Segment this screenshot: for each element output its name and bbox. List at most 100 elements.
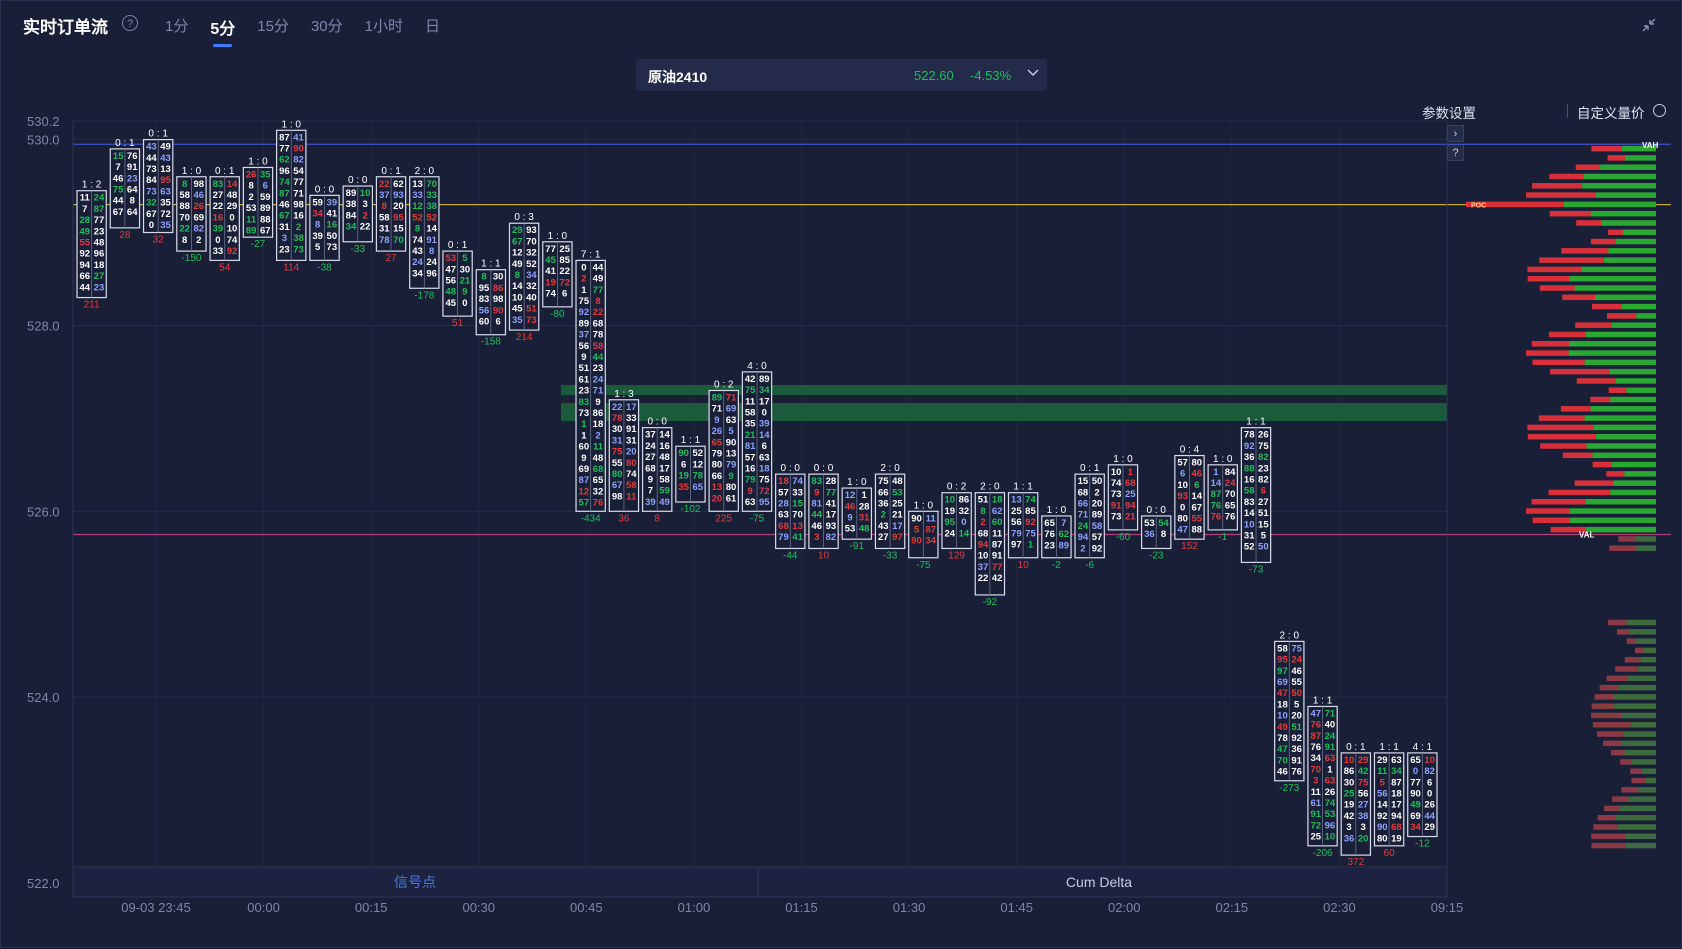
ask-volume: 3 bbox=[1360, 822, 1365, 833]
collapse-arrows-icon[interactable] bbox=[1641, 17, 1657, 33]
tab-15min[interactable]: 15分 bbox=[257, 18, 289, 35]
footprint-bar[interactable]: 0 : 0 83 28 9 77 81 41 44 17 46 93 3 82 10 bbox=[808, 463, 839, 561]
bid-volume: 90 bbox=[678, 448, 689, 459]
ask-volume: 84 bbox=[1225, 467, 1236, 478]
ask-volume: 96 bbox=[426, 268, 437, 279]
profile-sell bbox=[1526, 350, 1569, 356]
bid-volume: 16 bbox=[213, 212, 224, 223]
ask-volume: 72 bbox=[160, 209, 171, 220]
question-circle-icon[interactable]: ? bbox=[122, 15, 138, 31]
ask-volume: 92 bbox=[1291, 733, 1302, 744]
expand-profile-button[interactable]: › bbox=[1447, 125, 1464, 142]
bid-volume: 95 bbox=[1277, 655, 1288, 666]
profile-help-button[interactable]: ? bbox=[1447, 144, 1464, 161]
bar-ratio: 0 : 0 bbox=[315, 184, 335, 195]
bid-volume: 10 bbox=[1111, 467, 1122, 478]
tab-5min[interactable]: 5分 bbox=[210, 15, 235, 47]
bid-volume: 77 bbox=[545, 244, 556, 255]
ask-volume: 18 bbox=[992, 495, 1003, 506]
custom-volume-price-button[interactable]: 自定义量价 bbox=[1577, 106, 1645, 121]
bid-volume: 36 bbox=[1144, 529, 1155, 540]
bid-volume: 65 bbox=[1410, 755, 1421, 766]
bid-volume: 33 bbox=[412, 190, 423, 201]
bid-volume: 49 bbox=[1410, 800, 1421, 811]
profile-buy bbox=[1569, 275, 1656, 282]
ask-volume: 0 bbox=[462, 298, 467, 309]
ask-volume: 95 bbox=[160, 175, 171, 186]
ask-volume: 33 bbox=[626, 413, 637, 424]
ask-volume: 34 bbox=[925, 536, 936, 547]
bid-volume: 18 bbox=[1277, 699, 1288, 710]
chevron-down-icon[interactable] bbox=[1026, 65, 1040, 82]
profile-sell bbox=[1576, 220, 1602, 226]
param-settings-button[interactable]: 参数设置 bbox=[1422, 106, 1476, 121]
ask-volume: 16 bbox=[327, 220, 338, 231]
tab-day[interactable]: 日 bbox=[424, 18, 440, 35]
footprint-bar[interactable]: 0 : 1 53 5 47 30 56 21 48 9 45 0 51 bbox=[442, 240, 473, 329]
ask-volume: 5 bbox=[1294, 699, 1300, 710]
info-circle-icon[interactable] bbox=[1653, 104, 1666, 117]
profile-sell bbox=[1615, 666, 1638, 672]
bid-volume: 58 bbox=[745, 408, 756, 419]
bid-volume: 13 bbox=[412, 179, 423, 190]
tab-1hour[interactable]: 1小时 bbox=[364, 18, 403, 35]
ask-volume: 23 bbox=[593, 363, 604, 374]
bid-volume: 6 bbox=[681, 459, 686, 470]
ask-volume: 25 bbox=[892, 499, 903, 510]
footprint-bar[interactable]: 0 : 0 59 39 34 41 8 16 39 50 5 73 -38 bbox=[309, 184, 340, 273]
bid-volume: 8 bbox=[515, 270, 520, 281]
bar-body bbox=[1373, 752, 1405, 847]
profile-sell bbox=[1549, 173, 1584, 180]
instrument-selector[interactable]: 原油2410 522.60 -4.53% bbox=[636, 59, 1047, 91]
bar-delta: -12 bbox=[1415, 839, 1430, 850]
bar-ratio: 0 : 2 bbox=[947, 482, 967, 493]
ask-volume: 56 bbox=[1358, 789, 1369, 800]
profile-buy bbox=[1615, 238, 1656, 245]
bid-volume: 78 bbox=[1277, 733, 1288, 744]
ask-volume: 38 bbox=[426, 201, 437, 212]
tab-1min[interactable]: 1分 bbox=[165, 18, 189, 35]
tab-30min[interactable]: 30分 bbox=[310, 18, 343, 35]
ask-volume: 2 bbox=[296, 222, 301, 233]
bar-body bbox=[542, 241, 573, 308]
